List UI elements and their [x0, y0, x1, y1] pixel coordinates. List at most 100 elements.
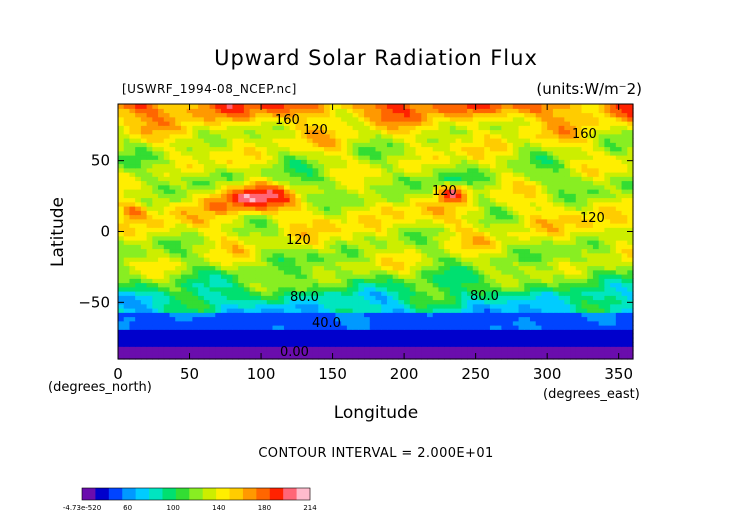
- heatmap-cell: [615, 333, 623, 339]
- heatmap-cell: [118, 189, 125, 194]
- heatmap-cell: [507, 299, 514, 305]
- heatmap-cell: [432, 206, 440, 211]
- heatmap-cell: [243, 350, 251, 356]
- heatmap-cell: [392, 252, 399, 258]
- heatmap-cell: [392, 265, 399, 271]
- heatmap-cell: [570, 333, 577, 339]
- heatmap-cell: [163, 159, 171, 165]
- heatmap-cell: [203, 261, 211, 267]
- heatmap-cell: [135, 121, 142, 126]
- heatmap-cell: [575, 138, 583, 143]
- heatmap-cell: [444, 286, 451, 292]
- heatmap-cell: [592, 172, 600, 177]
- heatmap-cell: [592, 320, 600, 326]
- heatmap-cell: [140, 257, 148, 262]
- heatmap-cell: [507, 354, 514, 360]
- heatmap-cell: [278, 197, 285, 203]
- heatmap-cell: [186, 261, 193, 267]
- heatmap-cell: [598, 172, 605, 177]
- heatmap-cell: [604, 125, 611, 131]
- heatmap-cell: [238, 218, 245, 224]
- heatmap-cell: [152, 223, 159, 228]
- heatmap-cell: [289, 218, 296, 224]
- heatmap-cell: [461, 218, 468, 224]
- heatmap-cell: [381, 193, 388, 199]
- heatmap-cell: [186, 167, 193, 173]
- heatmap-cell: [346, 278, 354, 284]
- heatmap-cell: [438, 189, 445, 194]
- heatmap-cell: [547, 138, 554, 143]
- heatmap-cell: [312, 235, 319, 241]
- heatmap-cell: [255, 193, 262, 199]
- heatmap-cell: [152, 235, 159, 241]
- heatmap-cell: [186, 227, 193, 233]
- heatmap-cell: [461, 265, 468, 271]
- heatmap-cell: [381, 172, 388, 177]
- heatmap-cell: [146, 150, 153, 156]
- heatmap-cell: [238, 146, 245, 152]
- heatmap-cell: [421, 269, 428, 275]
- heatmap-cell: [329, 223, 337, 228]
- heatmap-cell: [169, 223, 176, 228]
- heatmap-cell: [169, 299, 176, 305]
- heatmap-cell: [140, 342, 148, 347]
- heatmap-cell: [118, 329, 125, 335]
- heatmap-cell: [158, 312, 165, 318]
- heatmap-cell: [192, 265, 199, 271]
- heatmap-cell: [163, 218, 171, 224]
- heatmap-cell: [232, 133, 239, 139]
- heatmap-cell: [341, 180, 348, 186]
- heatmap-cell: [261, 346, 268, 352]
- heatmap-cell: [467, 282, 474, 288]
- heatmap-cell: [301, 252, 308, 258]
- heatmap-cell: [158, 248, 165, 254]
- heatmap-cell: [495, 201, 502, 207]
- heatmap-cell: [472, 333, 480, 339]
- heatmap-cell: [226, 227, 234, 233]
- heatmap-cell: [564, 167, 571, 173]
- heatmap-cell: [232, 244, 239, 250]
- heatmap-cell: [467, 240, 474, 245]
- heatmap-cell: [318, 235, 325, 241]
- heatmap-cell: [541, 252, 548, 258]
- heatmap-cell: [163, 176, 171, 182]
- heatmap-cell: [392, 333, 399, 339]
- heatmap-cell: [598, 286, 605, 292]
- heatmap-cell: [118, 133, 125, 139]
- heatmap-cell: [278, 163, 285, 169]
- heatmap-cell: [501, 155, 508, 160]
- heatmap-cell: [415, 210, 422, 216]
- heatmap-cell: [329, 193, 337, 199]
- heatmap-cell: [587, 189, 594, 194]
- heatmap-cell: [266, 121, 274, 126]
- heatmap-cell: [306, 291, 314, 296]
- heatmap-cell: [272, 286, 279, 292]
- heatmap-cell: [283, 210, 291, 216]
- heatmap-cell: [455, 312, 462, 318]
- heatmap-cell: [289, 227, 296, 233]
- heatmap-cell: [421, 214, 428, 220]
- heatmap-cell: [266, 227, 274, 233]
- heatmap-cell: [570, 350, 577, 356]
- heatmap-cell: [232, 240, 239, 245]
- heatmap-cell: [192, 189, 199, 194]
- heatmap-cell: [243, 223, 251, 228]
- heatmap-cell: [232, 121, 239, 126]
- heatmap-cell: [203, 333, 211, 339]
- heatmap-cell: [335, 210, 342, 216]
- heatmap-cell: [587, 342, 594, 347]
- heatmap-cell: [169, 257, 176, 262]
- heatmap-cell: [283, 278, 291, 284]
- heatmap-cell: [541, 218, 548, 224]
- heatmap-cell: [535, 320, 543, 326]
- heatmap-cell: [489, 193, 497, 199]
- heatmap-cell: [575, 214, 583, 220]
- heatmap-cell: [524, 163, 531, 169]
- heatmap-cell: [547, 155, 554, 160]
- heatmap-cell: [627, 312, 634, 318]
- heatmap-cell: [346, 286, 354, 292]
- heatmap-cell: [329, 282, 337, 288]
- heatmap-cell: [158, 163, 165, 169]
- heatmap-cell: [358, 261, 365, 267]
- heatmap-cell: [318, 282, 325, 288]
